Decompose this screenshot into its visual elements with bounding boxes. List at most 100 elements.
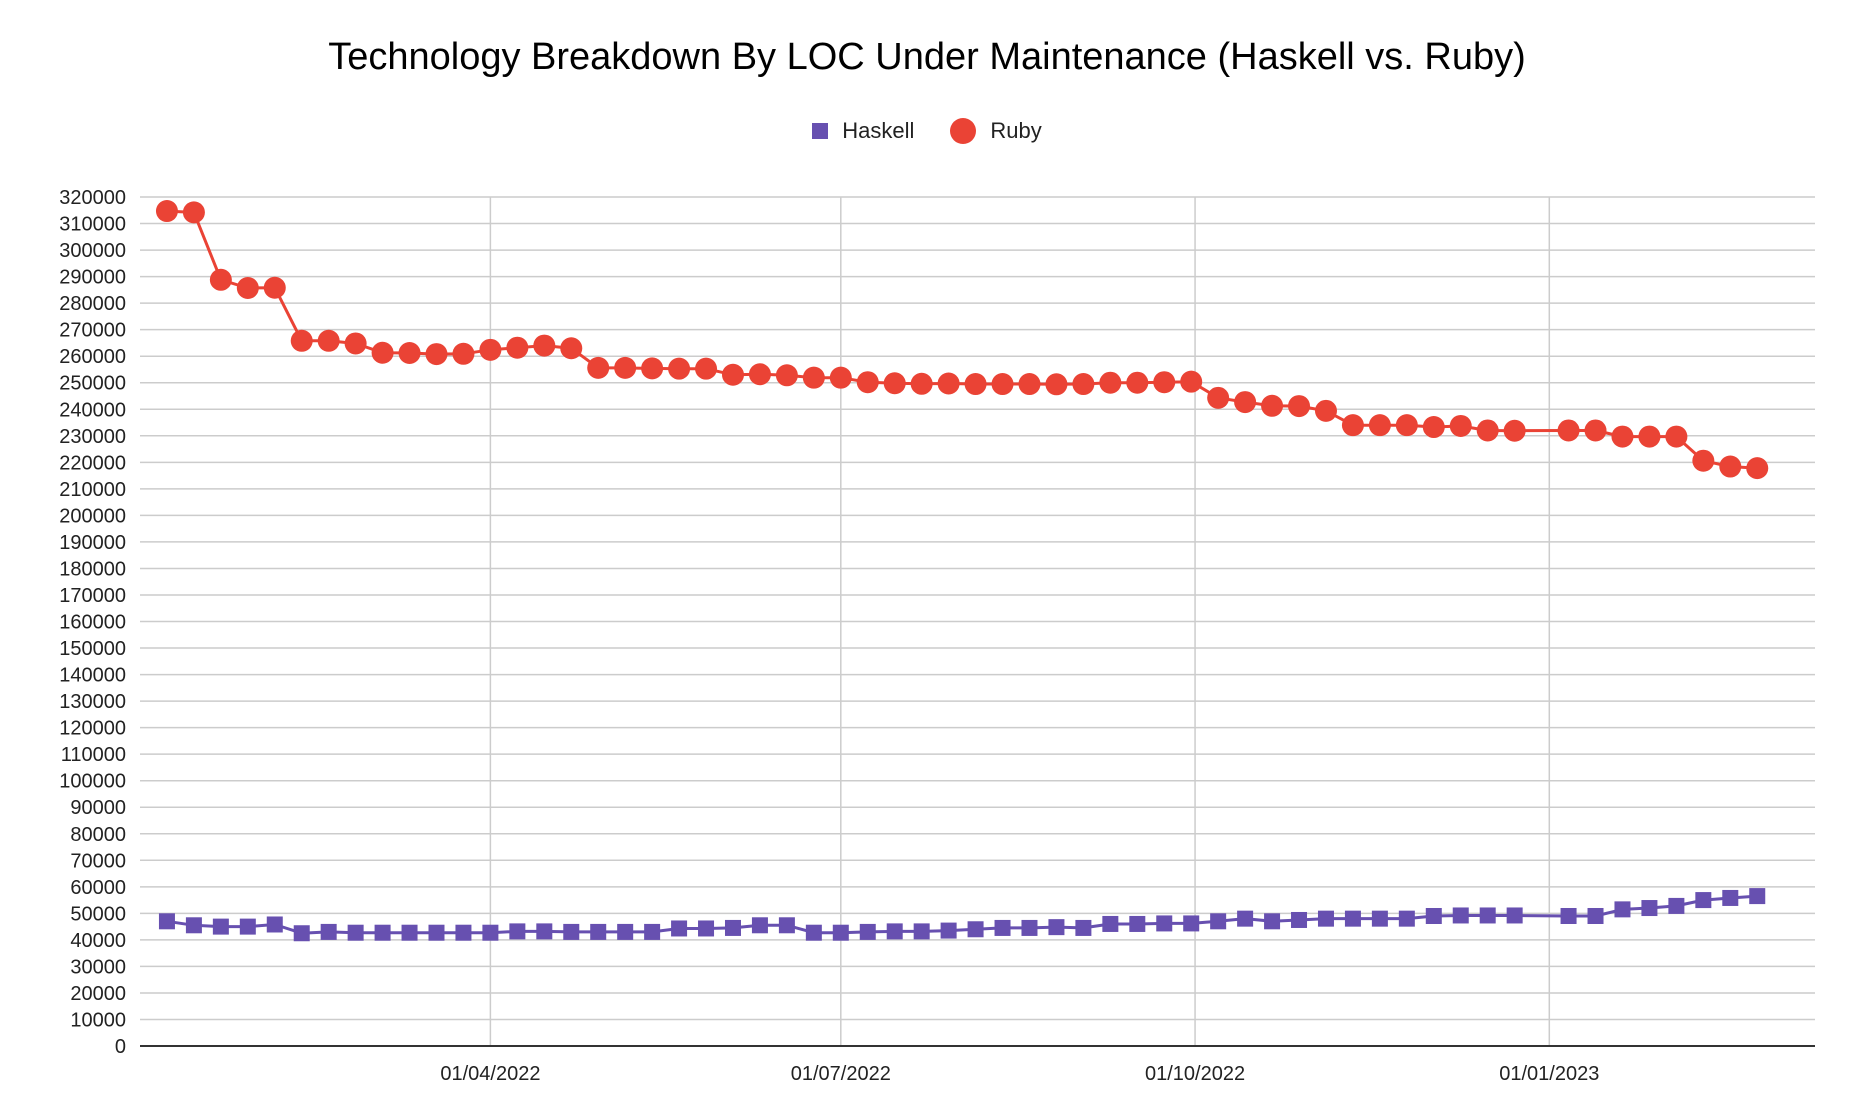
- data-point-ruby: [1665, 425, 1688, 448]
- data-point-haskell: [1560, 907, 1577, 924]
- data-point-haskell: [1344, 910, 1361, 927]
- data-point-haskell: [1749, 888, 1766, 905]
- data-point-ruby: [155, 200, 178, 223]
- y-tick-label: 250000: [59, 373, 126, 395]
- y-tick-label: 240000: [59, 399, 126, 421]
- data-point-haskell: [1425, 907, 1442, 924]
- data-point-ruby: [1557, 419, 1580, 442]
- data-point-haskell: [644, 923, 661, 940]
- data-point-ruby: [1476, 419, 1499, 442]
- y-tick-label: 150000: [59, 638, 126, 660]
- data-point-haskell: [1722, 889, 1739, 906]
- data-point-ruby: [1422, 416, 1445, 439]
- data-point-haskell: [913, 923, 930, 940]
- data-point-ruby: [1449, 414, 1472, 437]
- data-point-haskell: [886, 923, 903, 940]
- data-point-ruby: [263, 276, 286, 299]
- y-tick-label: 320000: [59, 187, 126, 209]
- y-tick-label: 20000: [70, 983, 126, 1005]
- data-point-ruby: [802, 366, 825, 389]
- data-point-ruby: [1719, 455, 1742, 478]
- data-point-haskell: [347, 924, 364, 941]
- data-point-ruby: [209, 268, 232, 291]
- y-tick-label: 50000: [70, 903, 126, 925]
- data-point-haskell: [1587, 907, 1604, 924]
- legend-item-haskell[interactable]: Haskell: [812, 118, 914, 144]
- data-point-haskell: [940, 922, 957, 939]
- y-tick-label: 120000: [59, 718, 126, 740]
- data-point-ruby: [829, 366, 852, 389]
- y-tick-label: 220000: [59, 452, 126, 474]
- data-point-haskell: [859, 923, 876, 940]
- data-point-haskell: [401, 924, 418, 941]
- legend-square-marker-icon: [812, 123, 829, 139]
- data-point-haskell: [724, 919, 741, 936]
- data-point-haskell: [1021, 919, 1038, 936]
- y-tick-label: 170000: [59, 585, 126, 607]
- data-point-haskell: [1264, 913, 1281, 930]
- data-point-haskell: [1102, 915, 1119, 932]
- data-point-ruby: [317, 329, 340, 352]
- data-point-ruby: [1503, 419, 1526, 442]
- legend-label-ruby: Ruby: [990, 118, 1042, 143]
- data-point-ruby: [1126, 371, 1149, 394]
- y-tick-label: 100000: [59, 771, 126, 793]
- data-point-ruby: [1207, 386, 1230, 409]
- y-tick-label: 10000: [70, 1009, 126, 1031]
- data-point-ruby: [695, 357, 718, 380]
- data-point-ruby: [1368, 414, 1391, 437]
- data-point-ruby: [1180, 370, 1203, 393]
- data-point-ruby: [506, 336, 529, 359]
- legend-label-haskell: Haskell: [842, 118, 915, 143]
- y-tick-label: 140000: [59, 665, 126, 687]
- y-tick-label: 90000: [70, 797, 126, 819]
- data-point-ruby: [344, 332, 367, 355]
- data-point-haskell: [1183, 915, 1200, 932]
- data-point-ruby: [1341, 414, 1364, 437]
- data-point-ruby: [721, 363, 744, 386]
- legend: Haskell Ruby: [0, 118, 1854, 144]
- data-point-haskell: [563, 923, 580, 940]
- data-point-haskell: [428, 924, 445, 941]
- data-point-ruby: [910, 372, 933, 395]
- data-point-ruby: [182, 201, 205, 224]
- y-tick-label: 290000: [59, 267, 126, 289]
- data-point-haskell: [1398, 910, 1415, 927]
- data-point-haskell: [212, 918, 229, 935]
- chart-title: Technology Breakdown By LOC Under Mainte…: [328, 36, 1526, 78]
- data-point-ruby: [1692, 449, 1715, 472]
- data-point-ruby: [1234, 391, 1257, 414]
- y-tick-label: 80000: [70, 824, 126, 846]
- data-point-ruby: [1018, 373, 1041, 396]
- data-point-ruby: [964, 373, 987, 396]
- data-point-haskell: [671, 920, 688, 937]
- x-tick-label: 01/04/2022: [440, 1063, 540, 1085]
- data-point-haskell: [1075, 919, 1092, 936]
- data-point-ruby: [1314, 399, 1337, 422]
- data-point-haskell: [1210, 913, 1227, 930]
- data-point-ruby: [1153, 371, 1176, 394]
- y-tick-label: 40000: [70, 930, 126, 952]
- data-point-haskell: [805, 924, 822, 941]
- data-point-haskell: [455, 924, 472, 941]
- data-point-haskell: [1237, 910, 1254, 927]
- data-point-ruby: [1072, 373, 1095, 396]
- data-point-haskell: [1668, 897, 1685, 914]
- data-point-haskell: [1479, 907, 1496, 924]
- data-point-haskell: [994, 919, 1011, 936]
- data-point-haskell: [509, 923, 526, 940]
- data-point-haskell: [1129, 915, 1146, 932]
- y-tick-label: 270000: [59, 320, 126, 342]
- y-tick-label: 260000: [59, 346, 126, 368]
- y-tick-label: 70000: [70, 850, 126, 872]
- data-point-ruby: [748, 363, 771, 386]
- data-point-haskell: [482, 924, 499, 941]
- data-point-haskell: [778, 917, 795, 934]
- data-point-ruby: [425, 343, 448, 366]
- y-tick-label: 160000: [59, 612, 126, 634]
- legend-item-ruby[interactable]: Ruby: [950, 118, 1042, 144]
- data-point-haskell: [590, 923, 607, 940]
- data-point-ruby: [290, 329, 313, 352]
- data-point-haskell: [751, 917, 768, 934]
- y-tick-label: 130000: [59, 691, 126, 713]
